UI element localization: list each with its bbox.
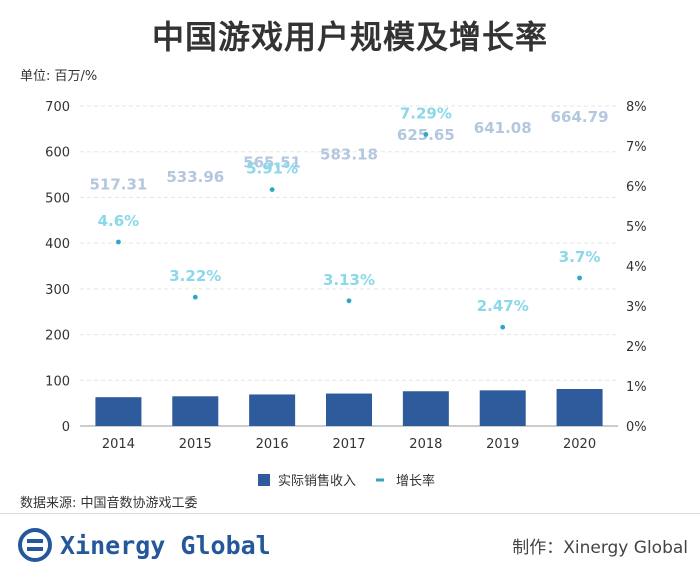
rate-value-label: 7.29%: [400, 104, 452, 122]
left-axis-tick-label: 500: [45, 191, 70, 206]
bar-value-label: 664.79: [551, 108, 609, 126]
legend-swatch-bar: [258, 474, 270, 486]
legend-label-rate: 增长率: [396, 473, 435, 489]
right-axis-tick-label: 1%: [626, 380, 647, 395]
chart-canvas: 0 100 200 300 400 500 600 700 0% 1% 2% 3% 4% 5% 6% 7% 8%…: [45, 100, 647, 489]
bar: [95, 397, 142, 426]
bar: [402, 391, 449, 426]
unit-label: 单位: 百万/%: [20, 69, 98, 84]
right-axis-tick-label: 7%: [626, 140, 647, 155]
x-axis-tick-label: 2020: [563, 437, 596, 452]
credit-text: 制作：Xinergy Global: [512, 538, 688, 558]
footer-divider: [0, 513, 700, 514]
rate-point: [269, 187, 275, 193]
right-axis-tick-label: 8%: [626, 100, 647, 115]
left-axis-tick-label: 0: [62, 420, 70, 435]
x-axis-tick-label: 2018: [409, 437, 442, 452]
right-axis-tick-label: 4%: [626, 260, 647, 275]
bar: [249, 394, 296, 426]
rate-value-label: 3.22%: [169, 267, 221, 285]
x-axis-tick-label: 2014: [102, 437, 135, 452]
bar: [556, 388, 603, 426]
rate-value-label: 3.13%: [323, 271, 375, 289]
x-axis-tick-label: 2017: [332, 437, 365, 452]
rate-point: [423, 132, 429, 137]
right-axis-tick-label: 0%: [626, 420, 647, 435]
right-axis-tick-label: 2%: [626, 340, 647, 355]
bar-value-label: 533.96: [166, 168, 224, 186]
bar: [326, 393, 372, 426]
x-axis-tick-label: 2019: [486, 437, 519, 452]
xinergy-logo-icon: [18, 528, 52, 562]
x-axis-tick-label: 2015: [179, 437, 212, 452]
rate-value-label: 5.91%: [246, 160, 298, 178]
bar: [479, 390, 526, 426]
left-axis-tick-label: 300: [45, 283, 70, 298]
brand-logo-text: Xinergy Global: [60, 530, 271, 560]
x-axis-tick-label: 2016: [256, 437, 289, 452]
right-axis-tick-label: 3%: [626, 300, 647, 315]
chart-title: 中国游戏用户规模及增长率: [151, 18, 548, 56]
left-axis-tick-label: 600: [45, 146, 70, 161]
left-axis-tick-label: 700: [45, 100, 70, 115]
bar-value-label: 583.18: [320, 145, 378, 163]
bar-value-label: 565.51: [243, 153, 301, 171]
bar: [172, 396, 219, 426]
source-note: 数据来源: 中国音数协游戏工委: [20, 496, 198, 511]
left-axis-tick-label: 400: [45, 237, 70, 252]
legend-label-bar: 实际销售收入: [278, 473, 356, 489]
rate-point: [192, 294, 198, 300]
brand-logo: Xinergy Global: [18, 528, 271, 562]
rate-point: [500, 324, 506, 330]
right-axis-tick-label: 6%: [626, 180, 647, 195]
bar-value-label: 517.31: [89, 176, 147, 194]
bar-value-label: 641.08: [474, 119, 532, 137]
rate-value-label: 2.47%: [477, 297, 529, 315]
left-axis-tick-label: 200: [45, 329, 70, 344]
rate-point: [346, 298, 352, 304]
left-axis-tick-label: 100: [45, 374, 70, 389]
rate-point: [577, 275, 582, 281]
rate-value-label: 3.7%: [559, 248, 601, 266]
rate-point: [116, 239, 121, 245]
right-axis-tick-label: 5%: [626, 220, 647, 235]
rate-value-label: 4.6%: [98, 212, 140, 230]
